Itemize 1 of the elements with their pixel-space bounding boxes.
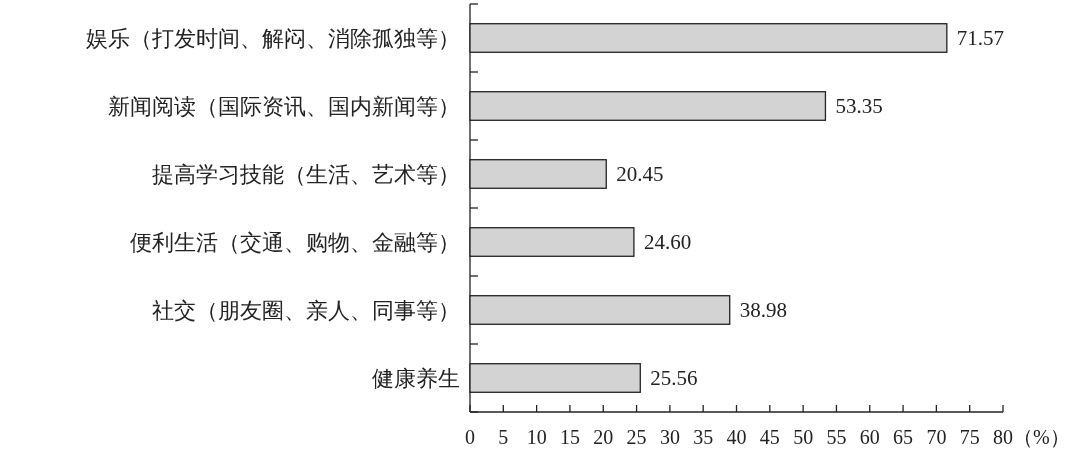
xlabel: （%） <box>1013 426 1070 448</box>
